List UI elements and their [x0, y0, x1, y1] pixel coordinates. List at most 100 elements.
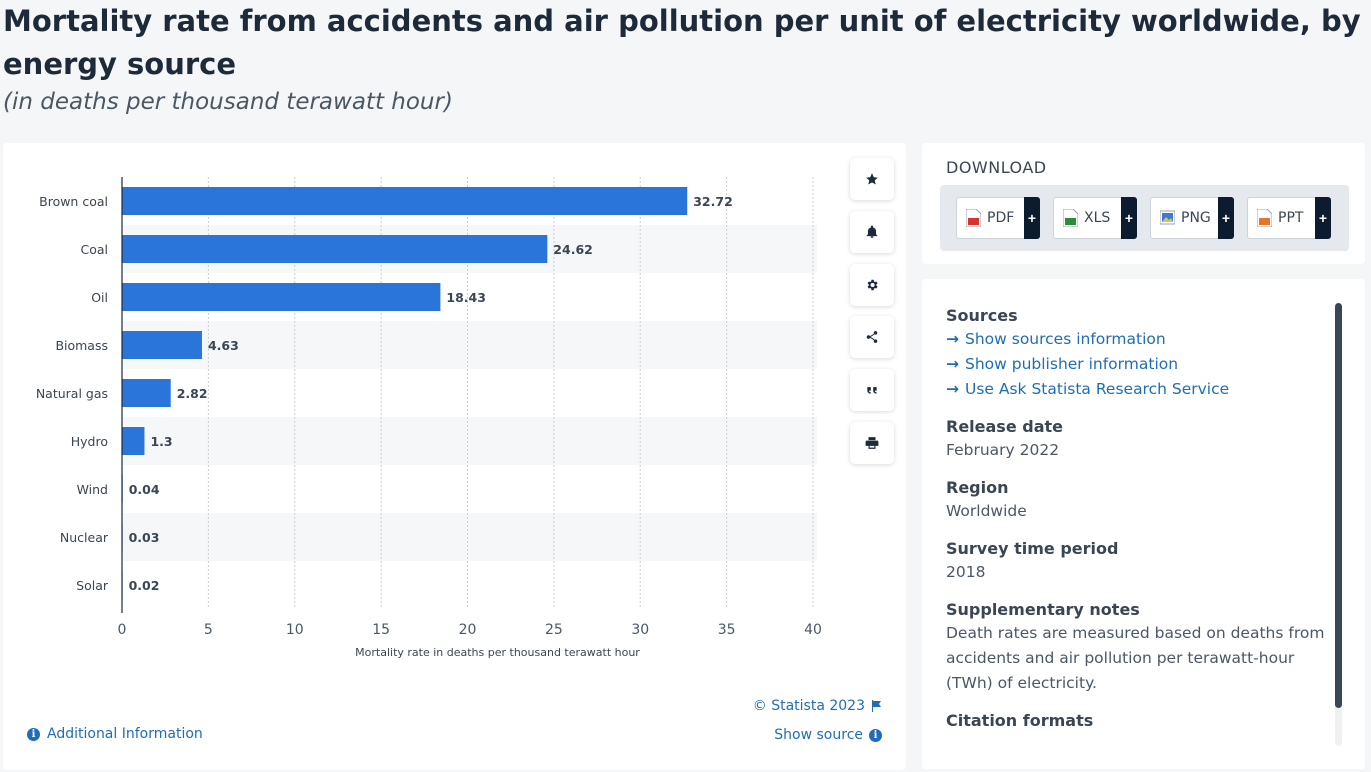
research-service-text: Use Ask Statista Research Service [965, 380, 1230, 398]
data-label: 0.02 [129, 578, 160, 593]
ppt-file-icon [1256, 208, 1273, 228]
settings-button[interactable] [850, 264, 894, 306]
survey-period-heading: Survey time period [946, 539, 1119, 558]
citation-formats-heading: Citation formats [946, 711, 1094, 730]
survey-period-value: 2018 [946, 563, 986, 581]
x-axis-title: Mortality rate in deaths per thousand te… [355, 646, 640, 659]
category-label: Brown coal [39, 194, 108, 209]
show-sources-link[interactable]: → Show sources information [946, 327, 1326, 352]
bar-chart: 0 5 10 15 20 25 30 35 40 Brown coal 32.72 Coal 24.62… [36, 177, 822, 659]
share-button[interactable] [850, 316, 894, 358]
research-service-link[interactable]: → Use Ask Statista Research Service [946, 377, 1326, 402]
additional-info-text: Additional Information [47, 726, 203, 742]
download-ppt-button[interactable]: PPT + [1247, 197, 1331, 239]
chart-card: 0 5 10 15 20 25 30 35 40 Brown coal 32.72 Coal 24.62… [3, 143, 906, 770]
bar [122, 187, 688, 215]
info-card: Sources → Show sources information → Show … [922, 279, 1365, 769]
plus-icon: + [1218, 197, 1234, 239]
show-source-text: Show source [774, 727, 863, 743]
star-icon [866, 173, 878, 185]
bell-icon [866, 225, 878, 238]
print-button[interactable] [850, 422, 894, 464]
copyright-text: © Statista 2023 [752, 698, 865, 714]
category-label: Oil [91, 290, 108, 305]
bar [122, 235, 548, 263]
download-png-button[interactable]: PNG + [1150, 197, 1234, 239]
cite-button[interactable] [850, 369, 894, 411]
gear-icon [867, 279, 878, 291]
category-label: Wind [77, 482, 108, 497]
download-pdf-label: PDF [987, 210, 1015, 226]
additional-info-link[interactable]: i Additional Information [27, 726, 203, 742]
row-band [122, 513, 817, 561]
download-pdf-button[interactable]: PDF + [956, 197, 1040, 239]
x-tick-label: 20 [459, 622, 477, 638]
x-tick-label: 40 [804, 622, 822, 638]
release-date-value: February 2022 [946, 441, 1060, 459]
x-tick-label: 25 [545, 622, 563, 638]
share-icon [866, 331, 878, 343]
download-png-label: PNG [1181, 210, 1211, 226]
category-label: Hydro [71, 434, 108, 449]
bar [122, 283, 441, 311]
data-label: 0.04 [129, 482, 160, 497]
download-ppt-label: PPT [1278, 210, 1304, 226]
x-tick-label: 10 [286, 622, 304, 638]
x-tick-label: 5 [204, 622, 213, 638]
category-label: Nuclear [60, 530, 109, 545]
show-publisher-text: Show publisher information [965, 355, 1179, 373]
notification-button[interactable] [850, 211, 894, 253]
download-strip: PDF + XLS + PNG + PPT + [940, 185, 1349, 251]
xls-file-icon [1062, 208, 1079, 228]
info-icon: i [27, 727, 40, 741]
release-date-heading: Release date [946, 417, 1063, 436]
bar [122, 331, 202, 359]
sources-heading: Sources [946, 306, 1018, 325]
show-source-link[interactable]: Show source i [774, 727, 882, 743]
download-xls-button[interactable]: XLS + [1053, 197, 1137, 239]
plus-icon: + [1315, 197, 1331, 239]
copyright-link[interactable]: © Statista 2023 [753, 698, 882, 714]
category-label: Biomass [55, 338, 108, 353]
png-file-icon [1159, 209, 1176, 227]
scrollbar-thumb[interactable] [1335, 303, 1342, 708]
data-label: 2.82 [177, 386, 208, 401]
quote-icon [867, 387, 877, 394]
plus-icon: + [1024, 197, 1040, 239]
download-xls-label: XLS [1084, 210, 1111, 226]
supplementary-notes-value: Death rates are measured based on deaths… [946, 624, 1325, 692]
data-label: 4.63 [208, 338, 239, 353]
data-label: 32.72 [693, 194, 733, 209]
data-label: 1.3 [150, 434, 172, 449]
show-publisher-link[interactable]: → Show publisher information [946, 352, 1326, 377]
region-heading: Region [946, 478, 1009, 497]
pdf-file-icon [965, 208, 982, 228]
category-label: Solar [76, 578, 109, 593]
x-tick-label: 35 [718, 622, 736, 638]
bar [122, 379, 171, 407]
print-icon [865, 437, 879, 449]
row-band [122, 321, 817, 369]
x-tick-label: 15 [372, 622, 390, 638]
bar [122, 427, 145, 455]
region-value: Worldwide [946, 502, 1027, 520]
data-label: 24.62 [553, 242, 593, 257]
arrow-right-icon: → [946, 355, 959, 373]
page-subtitle: (in deaths per thousand terawatt hour) [3, 89, 453, 115]
flag-icon [872, 700, 881, 712]
x-tick-label: 30 [631, 622, 649, 638]
row-band [122, 417, 817, 465]
data-label: 0.03 [129, 530, 160, 545]
favorite-button[interactable] [850, 158, 894, 200]
download-card: DOWNLOAD PDF + XLS + PNG + P [922, 143, 1365, 264]
plus-icon: + [1121, 197, 1137, 239]
download-title: DOWNLOAD [946, 158, 1047, 177]
supplementary-notes-heading: Supplementary notes [946, 600, 1140, 619]
info-icon: i [869, 728, 882, 742]
page-title: Mortality rate from accidents and air po… [3, 4, 1361, 81]
arrow-right-icon: → [946, 380, 959, 398]
category-label: Coal [80, 242, 108, 257]
category-label: Natural gas [36, 386, 108, 401]
data-label: 18.43 [446, 290, 486, 305]
info-content: Sources → Show sources information → Show … [946, 305, 1326, 732]
